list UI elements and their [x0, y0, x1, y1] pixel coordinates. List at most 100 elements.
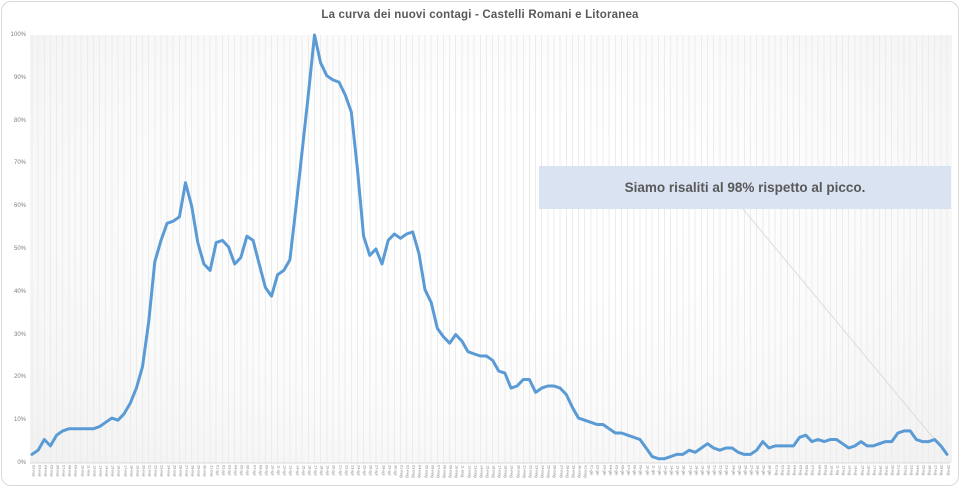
x-axis-tick-label: 13-giu — [663, 465, 668, 476]
x-axis-tick-label: 12-giu — [657, 465, 661, 476]
x-axis-tick-label: 19-mar — [135, 465, 139, 477]
x-axis-tick-label: 23-giu — [724, 465, 729, 476]
x-axis-tick-label: 16-apr — [307, 465, 311, 476]
x-axis-tick-label: 04-mag — [417, 465, 422, 478]
x-axis-tick-label: 18-mar — [129, 465, 133, 477]
x-axis-tick-label: 06-mag — [429, 465, 434, 478]
x-axis-tick-label: 10-lug — [829, 465, 833, 476]
x-axis-tick-label: 03-mar — [36, 465, 41, 477]
x-axis-tick-label: 26-mag — [552, 465, 557, 478]
x-axis-tick-label: 07-lug — [810, 465, 815, 476]
x-axis-tick-label: 02-mag — [405, 465, 410, 478]
x-axis-tick-label: 20-mar — [141, 465, 146, 477]
x-axis-tick-label: 29-giu — [761, 465, 766, 476]
x-axis-tick-label: 28-giu — [755, 465, 760, 476]
x-axis-tick-label: 23-apr — [350, 465, 354, 476]
x-axis-tick-label: 23-mag — [534, 465, 539, 478]
x-axis-tick-label: 08-apr — [257, 465, 262, 476]
x-axis-tick-label: 09-mag — [448, 465, 453, 478]
x-axis-tick-label: 15-giu — [675, 465, 680, 476]
x-axis-tick-label: 20-giu — [706, 465, 710, 476]
x-axis-tick-label: 30-apr — [393, 465, 397, 476]
x-axis-tick-label: 06-mar — [55, 465, 60, 477]
y-axis-tick-label: 80% — [13, 117, 26, 124]
x-axis-tick-label: 07-mar — [61, 465, 66, 477]
y-axis-tick-label: 100% — [10, 32, 26, 38]
x-axis-tick-label: 07-giu — [626, 465, 631, 476]
x-axis-tick-label: 09-giu — [638, 465, 643, 476]
x-axis-tick-label: 17-lug — [872, 465, 876, 476]
x-axis-tick-label: 10-giu — [644, 465, 649, 476]
x-axis-tick-label: 22-mar — [153, 465, 158, 477]
x-axis-tick-label: 15-apr — [300, 465, 305, 476]
x-axis-tick-label: 28-mar — [190, 465, 195, 477]
x-axis-tick-label: 10-apr — [270, 465, 274, 476]
x-axis-tick-label: 21-lug — [896, 465, 901, 476]
x-axis-tick-label: 29-mag — [571, 465, 575, 478]
x-axis-tick-label: 20-lug — [890, 465, 895, 476]
x-axis-tick-label: 30-giu — [767, 465, 772, 476]
x-axis-tick-label: 27-giu — [749, 465, 753, 476]
annotation-callout: Siamo risaliti al 98% rispetto al picco. — [539, 166, 951, 209]
x-axis-tick-label: 06-apr — [245, 465, 250, 476]
x-axis-tick-label: 20-mag — [515, 465, 520, 478]
x-axis-tick-label: 15-mar — [110, 465, 115, 477]
x-axis-tick-label: 20-apr — [331, 465, 336, 476]
x-axis-tick-label: 13-apr — [288, 465, 293, 476]
x-axis-tick-label: 11-lug — [835, 465, 839, 476]
y-axis-tick-label: 40% — [13, 288, 26, 295]
x-axis-tick-label: 05-mag — [423, 465, 428, 478]
x-axis-tick-label: 09-lug — [822, 465, 827, 476]
x-axis-tick-label: 24-lug — [915, 465, 919, 476]
x-axis-tick-label: 17-mag — [497, 465, 502, 478]
x-axis-tick-label: 15-lug — [859, 465, 864, 476]
y-axis-tick-label: 30% — [13, 331, 26, 338]
x-axis-tick-label: 29-apr — [386, 465, 391, 476]
x-axis-tick-label: 24-mag — [540, 465, 545, 478]
x-axis-tick-label: 02-giu — [595, 465, 600, 476]
x-axis-tick-label: 22-giu — [718, 465, 723, 476]
x-axis-tick-label: 23-mar — [159, 465, 164, 477]
x-axis-tick-label: 21-giu — [712, 465, 717, 476]
x-axis-tick-label: 03-mag — [411, 465, 416, 478]
x-axis-tick-label: 10-mar — [79, 465, 84, 477]
y-axis-tick-label: 60% — [13, 203, 26, 210]
x-axis-tick-label: 27-lug — [933, 465, 938, 476]
x-axis-tick-label: 16-giu — [681, 465, 686, 476]
x-axis-tick-label: 25-apr — [362, 465, 367, 476]
x-axis-tick-label: 14-apr — [294, 465, 299, 476]
x-axis-tick-label: 26-lug — [927, 465, 932, 476]
y-axis-tick-label: 50% — [13, 246, 26, 252]
x-axis-tick-label: 05-lug — [798, 465, 803, 476]
x-axis-tick-label: 01-mag — [399, 465, 403, 478]
x-axis-tick-label: 01-apr — [214, 465, 219, 476]
x-axis-tick-label: 12-mar — [92, 465, 96, 477]
x-axis-tick-label: 19-lug — [884, 465, 889, 476]
x-axis-tick-label: 16-mar — [116, 465, 121, 477]
chart-title: La curva dei nuovi contagi - Castelli Ro… — [321, 9, 639, 21]
x-axis-tick-label: 02-lug — [779, 465, 784, 476]
x-axis-tick-label: 08-lug — [816, 465, 821, 476]
y-axis-tick-label: 0% — [17, 460, 26, 466]
x-axis-tick-label: 23-lug — [908, 465, 913, 476]
x-axis-tick-label: 11-giu — [651, 465, 655, 476]
y-axis-tick-label: 70% — [13, 160, 26, 167]
x-axis-tick-label: 25-mag — [546, 465, 551, 478]
x-axis-tick-label: 29-lug — [945, 465, 950, 476]
x-axis-tick-label: 04-mar — [43, 465, 47, 477]
x-axis-tick-label: 18-mag — [503, 465, 508, 478]
x-axis-tick-label: 24-giu — [730, 465, 735, 476]
x-axis-tick-label: 31-mar — [208, 465, 213, 477]
x-axis-tick-label: 09-apr — [264, 465, 268, 476]
x-axis-tick-label: 27-mag — [558, 465, 563, 478]
x-axis-tick-label: 07-mag — [436, 465, 440, 478]
x-axis-tick-label: 13-lug — [847, 465, 852, 476]
x-axis-tick-label: 04-apr — [233, 465, 238, 476]
x-axis-tick-label: 21-mag — [522, 465, 526, 478]
x-axis-tick-label: 31-mag — [583, 465, 588, 478]
x-axis-tick-label: 02-mar — [30, 465, 35, 477]
x-axis-tick-label: 25-giu — [736, 465, 741, 476]
plot-area — [30, 35, 952, 463]
x-axis-tick-label: 26-mar — [178, 465, 182, 477]
